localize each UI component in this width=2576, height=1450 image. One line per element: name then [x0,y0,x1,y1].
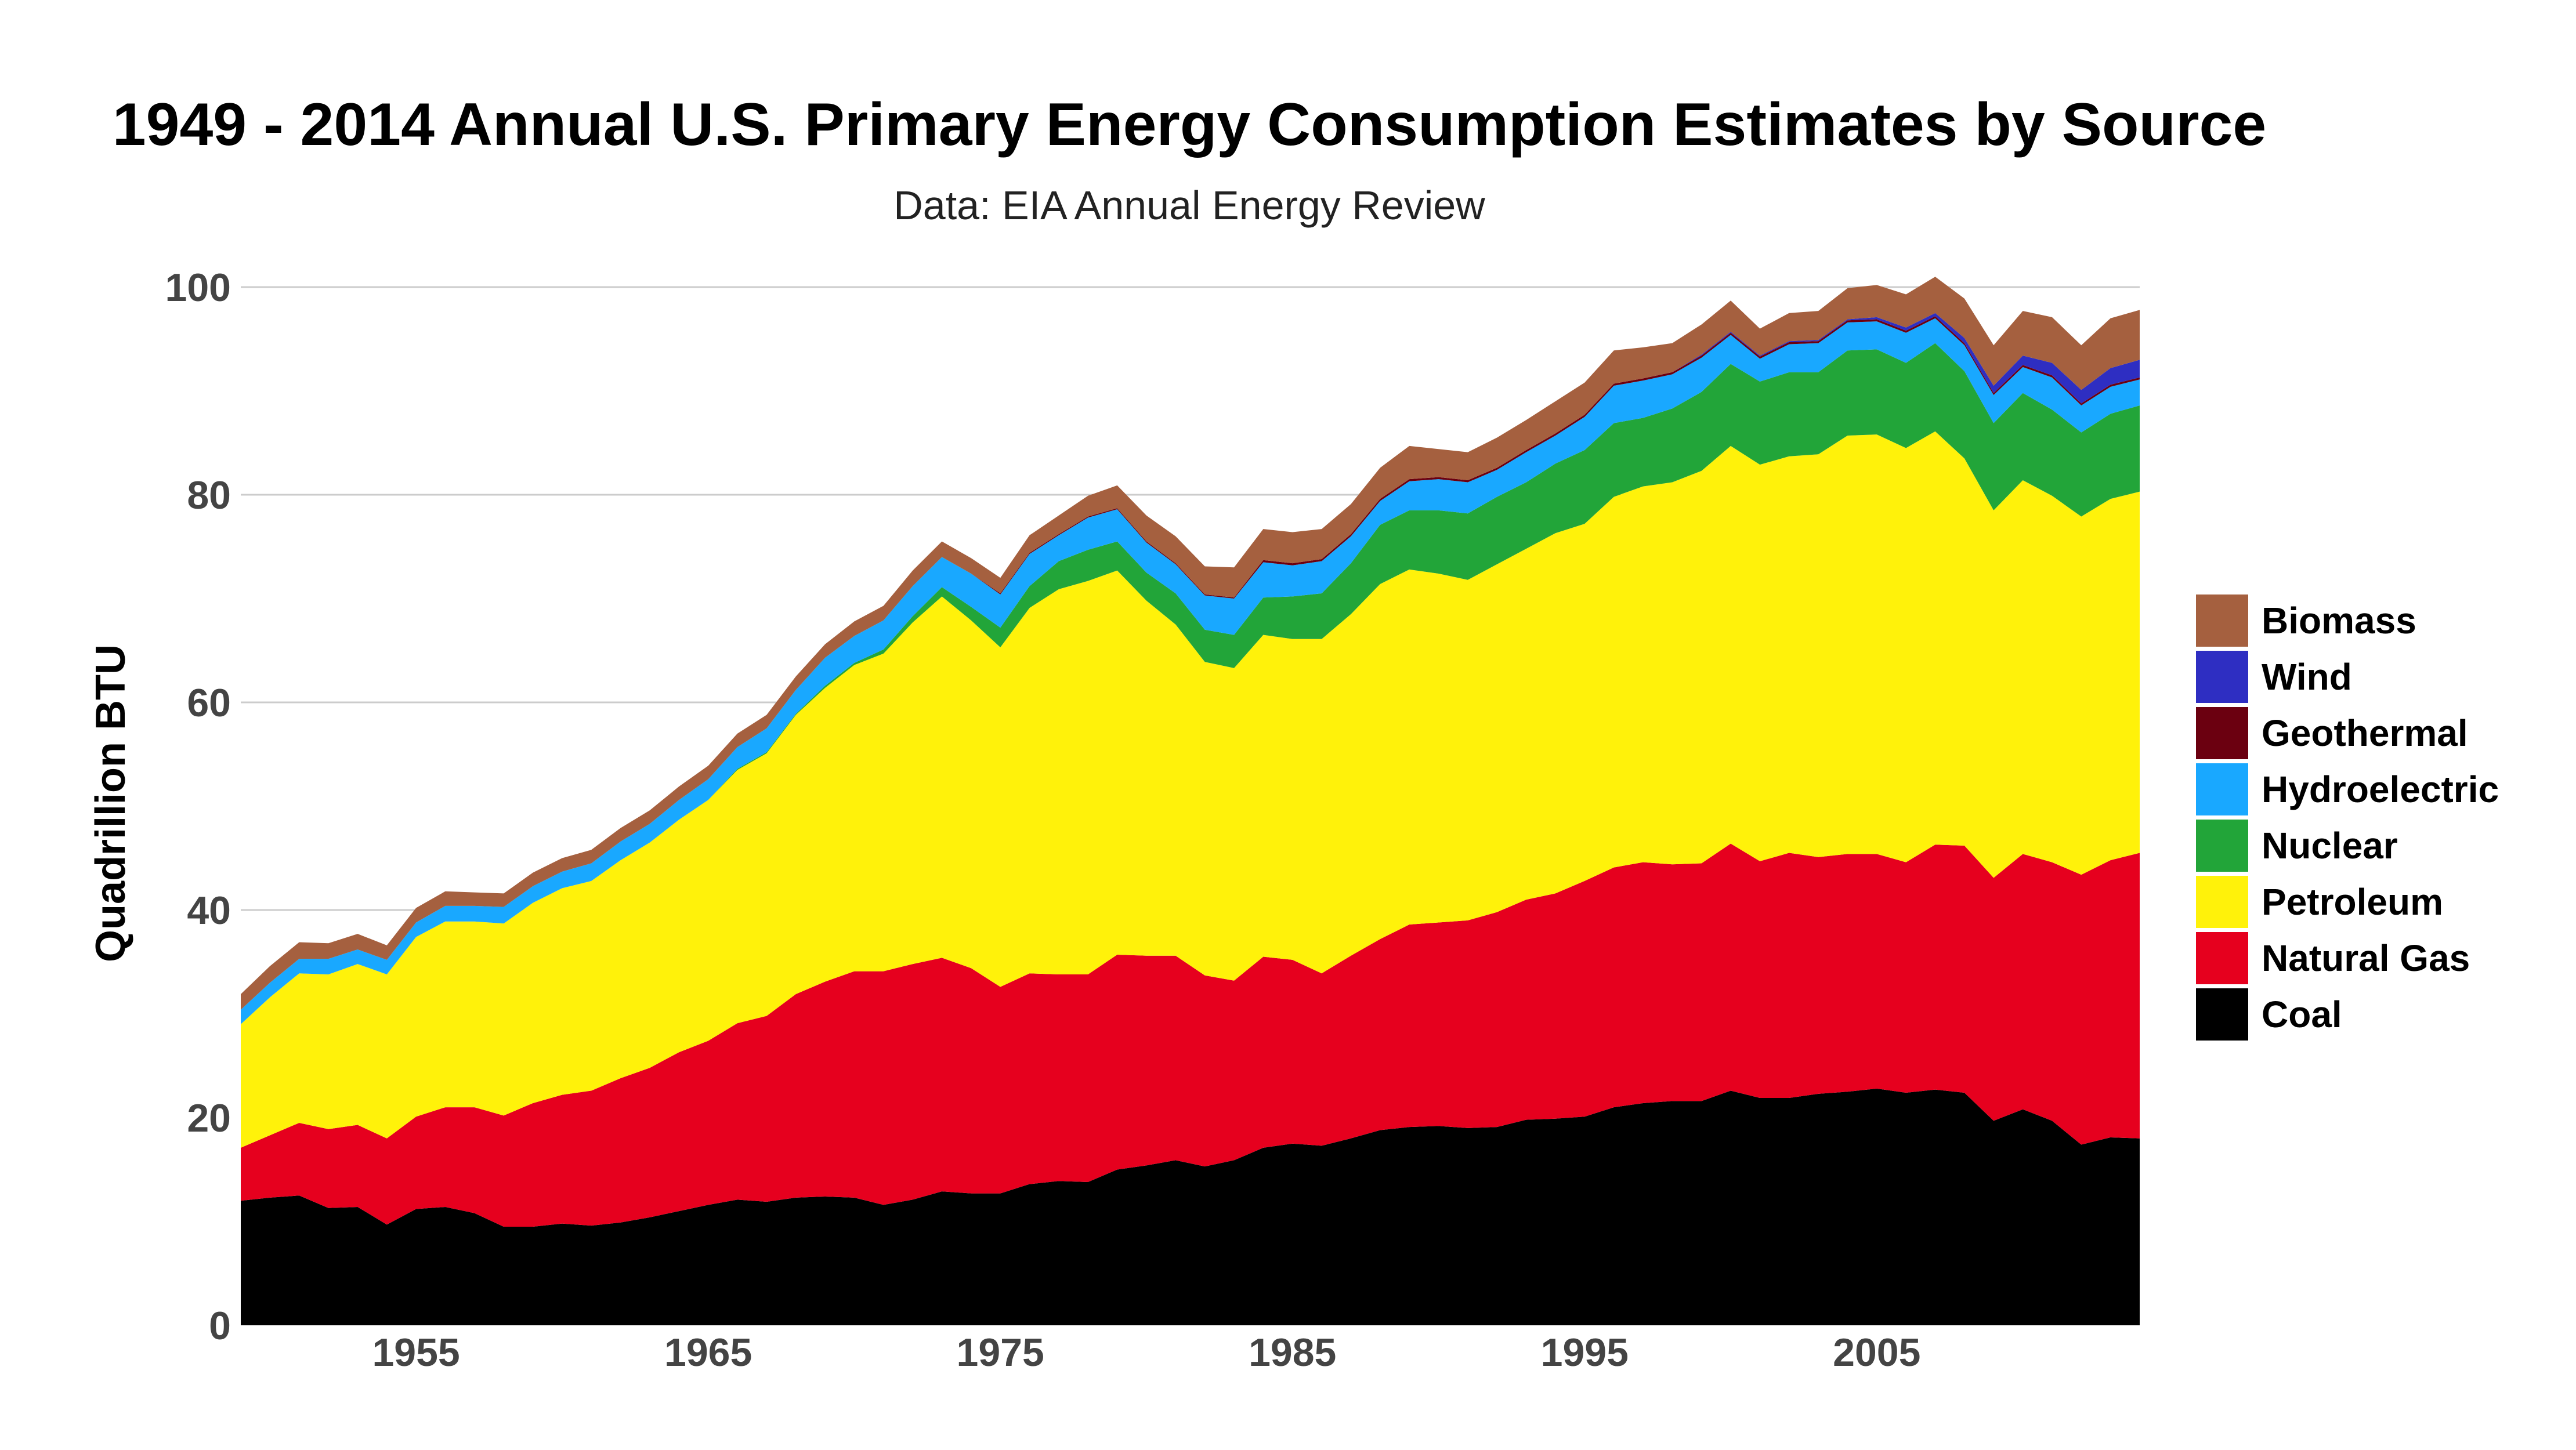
legend-label-hydroelectric: Hydroelectric [2262,768,2499,810]
legend-swatch-biomass [2196,594,2248,647]
area-coal [241,1088,2140,1325]
legend-label-biomass: Biomass [2262,600,2416,641]
x-tick-label-1985: 1985 [1249,1331,1336,1375]
legend-swatch-wind [2196,651,2248,703]
x-tick-label-2005: 2005 [1833,1331,1920,1375]
y-axis-ticks: 0 20 40 60 80 100 [165,266,231,1348]
area-nuclear [241,343,2140,1024]
legend-swatch-hydroelectric [2196,763,2248,815]
y-tick-label-60: 60 [187,681,231,725]
area-natural-gas [241,843,2140,1227]
x-tick-label-1975: 1975 [957,1331,1044,1375]
area-petroleum [241,431,2140,1148]
y-tick-label-40: 40 [187,889,231,933]
legend-swatch-nuclear [2196,820,2248,872]
y-tick-label-100: 100 [165,266,231,310]
x-tick-label-1995: 1995 [1541,1331,1629,1375]
legend-item-geothermal: Geothermal [2196,707,2468,759]
legend-label-nuclear: Nuclear [2262,825,2398,867]
y-tick-label-80: 80 [187,473,231,517]
legend-item-wind: Wind [2196,651,2352,703]
legend-label-wind: Wind [2262,656,2352,698]
stacked-areas [241,277,2140,1325]
chart-title: 1949 - 2014 Annual U.S. Primary Energy C… [113,91,2266,158]
y-tick-label-0: 0 [209,1304,231,1348]
legend-swatch-natural-gas [2196,932,2248,984]
legend-label-natural-gas: Natural Gas [2262,937,2470,979]
legend-item-hydroelectric: Hydroelectric [2196,763,2499,815]
legend: Biomass Wind Geothermal Hydroelectric Nuclea… [2196,594,2499,1041]
legend-item-nuclear: Nuclear [2196,820,2398,872]
legend-item-biomass: Biomass [2196,594,2416,647]
legend-label-coal: Coal [2262,994,2342,1035]
legend-swatch-geothermal [2196,707,2248,759]
legend-swatch-coal [2196,988,2248,1041]
chart-subtitle: Data: EIA Annual Energy Review [893,183,1485,228]
legend-swatch-petroleum [2196,876,2248,928]
y-axis-label: Quadrillion BTU [88,644,134,962]
legend-label-geothermal: Geothermal [2262,712,2468,754]
legend-item-natural-gas: Natural Gas [2196,932,2470,984]
x-tick-label-1965: 1965 [664,1331,752,1375]
y-tick-label-20: 20 [187,1096,231,1140]
x-tick-label-1955: 1955 [372,1331,460,1375]
legend-item-petroleum: Petroleum [2196,876,2443,928]
legend-label-petroleum: Petroleum [2262,881,2443,923]
x-axis-ticks: 1955 1965 1975 1985 1995 2005 [372,1331,1920,1375]
legend-item-coal: Coal [2196,988,2342,1041]
